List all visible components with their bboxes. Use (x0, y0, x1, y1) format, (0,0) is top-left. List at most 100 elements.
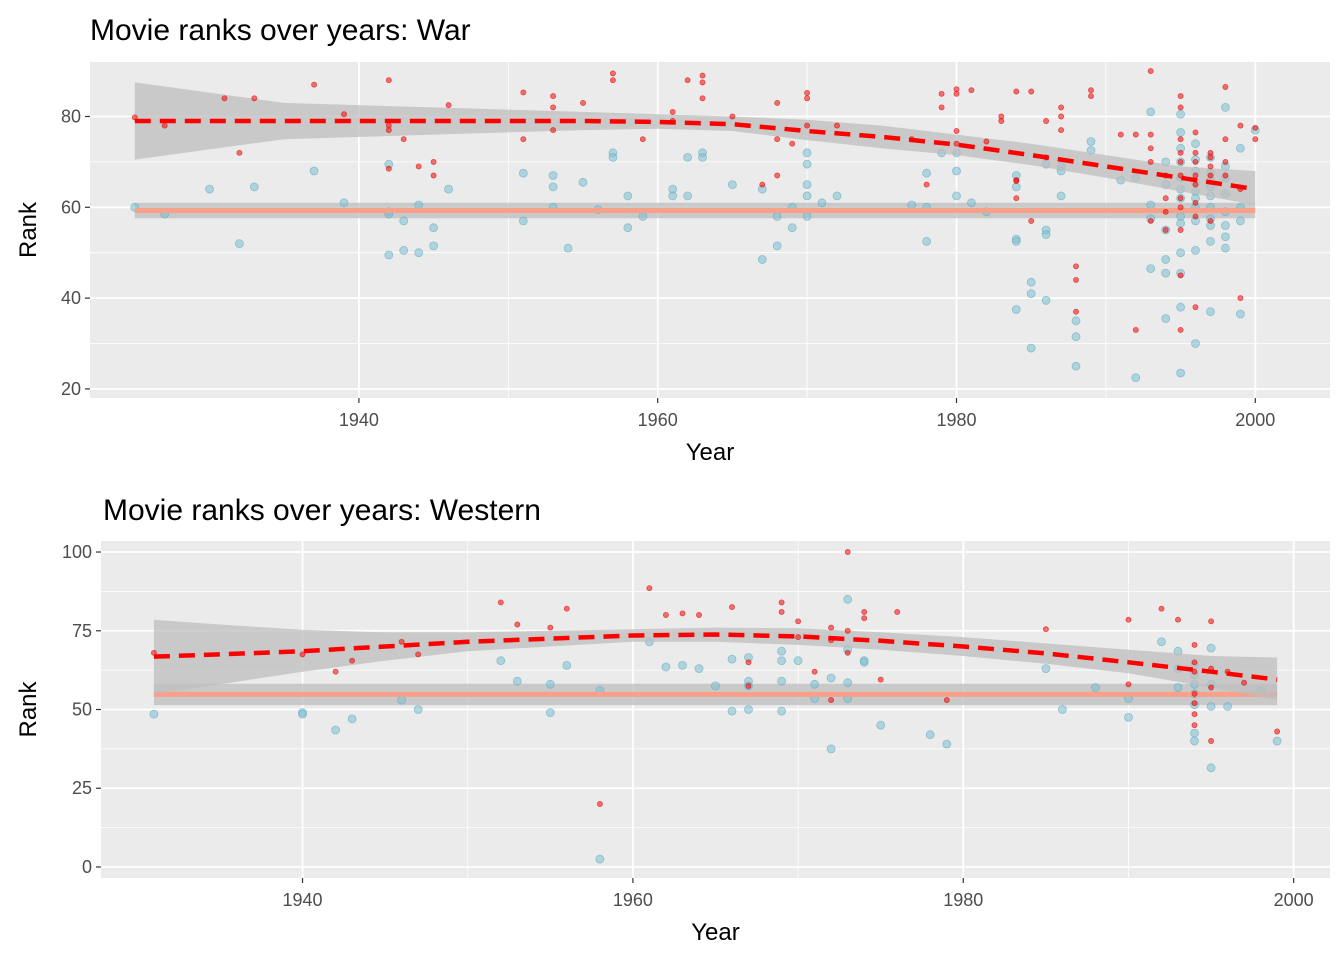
blue-point (802, 180, 812, 190)
blue-point (1272, 736, 1282, 746)
x-axis-label: Year (691, 919, 740, 946)
blue-point (309, 166, 319, 176)
blue-point (545, 708, 555, 717)
blue-point (1221, 103, 1230, 112)
red-point (1191, 700, 1198, 707)
red-point (299, 651, 306, 658)
blue-point (512, 676, 522, 686)
red-point (1028, 88, 1035, 95)
blue-point (1190, 736, 1199, 746)
chart-title: Movie ranks over years: War (90, 14, 471, 47)
red-point (1252, 124, 1259, 131)
y-axis-label: Rank (15, 680, 42, 737)
red-point (804, 95, 811, 102)
red-point (1192, 149, 1199, 156)
red-point (1192, 172, 1199, 179)
blue-point (1157, 637, 1166, 647)
red-point (1073, 308, 1079, 315)
red-point (699, 79, 706, 86)
red-point (1192, 158, 1199, 165)
red-point (1125, 681, 1132, 688)
red-point (1162, 208, 1169, 215)
blue-point (1221, 232, 1230, 242)
blue-point (1236, 143, 1245, 153)
blue-point (922, 168, 931, 178)
red-point (236, 149, 243, 156)
x-tick-label: 1940 (339, 410, 379, 430)
x-tick-label: 2000 (1274, 890, 1314, 910)
red-point (385, 77, 392, 84)
red-point (968, 87, 975, 94)
blue-point (331, 725, 341, 735)
red-point (923, 181, 930, 188)
blue-point (563, 243, 573, 253)
blue-point (727, 654, 737, 664)
red-point (1191, 722, 1198, 729)
red-point (550, 127, 557, 134)
blue-point (1173, 683, 1183, 692)
blue-point (1176, 109, 1185, 119)
y-tick-label: 50 (72, 700, 92, 720)
blue-point (545, 679, 555, 689)
blue-point (595, 854, 605, 864)
red-point (550, 93, 557, 100)
red-point (1274, 728, 1281, 735)
x-tick-label: 1960 (638, 410, 678, 430)
blue-point (777, 676, 786, 686)
red-point (877, 676, 884, 683)
blue-point (638, 211, 648, 221)
red-point (1177, 93, 1184, 100)
red-point (1147, 145, 1154, 152)
red-point (1237, 122, 1244, 129)
trend-line (153, 632, 1278, 682)
red-point (1042, 626, 1049, 633)
blue-point (1191, 245, 1200, 255)
red-point (1208, 684, 1215, 691)
red-point (520, 89, 527, 96)
blue-point (548, 182, 558, 192)
blue-point (1011, 182, 1021, 192)
blue-point (843, 678, 853, 688)
blue-point (787, 223, 797, 233)
y-tick-label: 75 (72, 621, 92, 641)
red-point (844, 649, 851, 656)
blue-point (1146, 200, 1156, 210)
red-point (609, 77, 616, 84)
red-point (1177, 272, 1184, 279)
blue-point (1146, 264, 1156, 274)
red-point (563, 605, 570, 612)
red-point (1088, 87, 1094, 94)
red-point (662, 612, 669, 618)
blue-point (1221, 221, 1230, 230)
blue-point (1206, 307, 1215, 317)
blue-point (1191, 339, 1200, 348)
blue-point (429, 223, 439, 233)
red-point (1192, 199, 1199, 206)
red-point (445, 102, 452, 109)
blue-point (772, 211, 782, 221)
red-point (834, 122, 840, 129)
blue-point (1041, 295, 1051, 305)
red-point (1192, 181, 1199, 188)
red-point (332, 668, 339, 675)
red-point (1207, 163, 1214, 170)
blue-point (413, 705, 423, 714)
red-point (844, 627, 851, 634)
blue-point (1124, 713, 1133, 722)
red-point (861, 615, 868, 622)
red-point (1177, 104, 1184, 111)
blue-point (678, 661, 687, 670)
red-point (1073, 263, 1079, 270)
blue-point (683, 152, 692, 162)
blue-point (1041, 664, 1051, 673)
red-point (221, 95, 228, 102)
red-point (745, 659, 752, 666)
red-point (1207, 217, 1214, 224)
red-point (696, 612, 702, 618)
blue-point (149, 709, 159, 719)
red-point (385, 122, 392, 129)
red-point (938, 104, 945, 111)
red-point (514, 621, 521, 628)
blue-point (859, 657, 869, 667)
